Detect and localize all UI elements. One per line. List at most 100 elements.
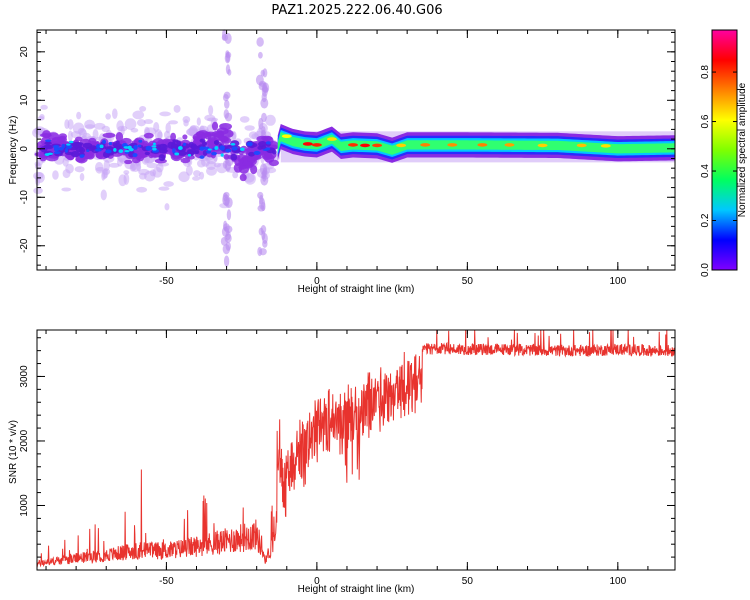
spectrogram-speckle [77,127,86,136]
spectrogram-speckle [62,169,71,179]
spectrogram-streak [223,223,230,232]
spectrogram-streak [226,209,232,221]
spectrogram-core-cyan [207,148,212,151]
snr-ticks: -50 0 50 100 1000 2000 3000 [19,330,675,587]
spectrogram-streak [260,97,269,109]
spectrogram-peak [396,143,407,148]
snr-x-tick-label: 100 [609,576,626,587]
spectrogram-speckle [136,186,148,193]
spectrogram-ridge-green [277,132,675,155]
snr-frame [36,329,676,571]
spectrogram-core [115,132,124,142]
spectrogram-speckle [67,130,73,142]
spectrogram-core-dark [248,151,255,157]
spectrogram-speckle [52,170,59,180]
spectrogram-core-cyan [44,153,50,156]
spectrogram-peak [420,143,431,147]
spectrogram-peak [281,134,292,138]
spectrogram-speckle [164,203,170,211]
spectrogram-core [204,131,212,140]
spectrogram-speckle [138,168,150,176]
spectrogram-speckle [239,116,250,123]
spectrogram-streak [222,192,228,202]
spectrogram-streak [224,159,232,171]
spectrogram-core [238,164,247,170]
spectrogram-core-blue [133,144,138,150]
spectrogram-core-blue [108,141,113,146]
spectrogram-core [218,135,225,141]
colorbar-label: Normalized spectral amplitude [737,82,748,217]
snr-background [37,330,675,570]
spectrogram-streak [262,167,268,178]
spectrogram-speckle [232,171,239,179]
colorbar: 0.0 0.2 0.4 0.6 0.8 Normalized spectral ampl… [700,29,748,277]
spectrogram-speckle [108,162,120,168]
spectrogram-speckle [244,125,255,131]
spectrogram-y-label: Frequency (Hz) [8,116,19,185]
snr-y-tick-label: 3000 [19,365,30,388]
spectrogram-streak [258,117,264,130]
spectrogram-speckle [193,170,201,177]
spectrogram-speckle [158,186,170,191]
spectrogram-speckle [124,118,137,130]
spectrogram-streak [222,244,231,255]
spectrogram-core [256,135,269,143]
spectrogram-streak [225,197,233,209]
spectrogram-streak [258,51,263,59]
spectrogram-speckle [94,161,104,174]
spectrogram-speckle [84,124,95,129]
snr-x-tick-label: 50 [462,576,474,587]
spectrogram-peak [302,142,313,146]
spectrogram-core-cyan [128,147,134,152]
spectrogram-core-dark [44,145,54,150]
spectrogram-core-blue [132,153,138,158]
spectrogram-speckle [265,114,276,126]
snr-series-line [36,329,676,568]
spectrogram-core [221,129,234,138]
spectrogram-core-dark [162,144,167,148]
spectrogram-speckle [116,120,124,132]
spectrogram-speckle [74,166,85,173]
spectrogram-core-blue [219,145,225,151]
spectrogram-core-blue [95,144,101,149]
spectrogram-core [157,139,169,146]
spectrogram-speckle [157,131,163,140]
spectrogram-peak [372,143,383,148]
spectrogram-core-dark [44,141,52,145]
spectrogram-core-blue [199,155,205,159]
spectrogram-core [268,159,280,167]
spectrogram-peak [504,143,515,147]
spectrogram-core-blue [265,141,271,145]
snr-x-tick-label: -50 [159,576,174,587]
spectrogram-speckle [164,130,171,140]
spectrogram-core-blue [53,151,61,155]
spectrogram-core-dark [199,138,206,143]
spectrogram-core-blue [94,148,102,152]
spectrogram-core-blue [206,149,212,154]
spectrogram-core [182,134,188,140]
spectrogram-peak [347,143,358,147]
spectrogram-peak [360,143,371,148]
spectrogram-speckle [146,162,158,169]
spectrogram-core-blue [211,151,217,156]
spectrogram-speckle [152,167,163,178]
spectrogram-core-cyan [68,140,74,144]
spectrogram-y-tick-label: -20 [19,238,30,253]
spectrogram-core-blue [105,149,112,154]
spectrogram-speckle [205,161,217,170]
spectrogram-peak [326,137,337,141]
spectrogram-speckle [143,119,154,125]
spectrogram-core [170,132,177,141]
spectrogram-core-dark [70,151,80,158]
spectrogram-core-cyan [187,153,192,157]
spectrogram-core-blue [64,147,69,153]
spectrogram-peak [537,143,548,148]
spectrogram-core-cyan [214,145,219,150]
spectrogram-core-cyan [230,142,236,146]
spectrogram-x-tick-label: -50 [159,276,174,287]
snr-x-tick-label: 0 [314,576,320,587]
spectrogram-core-cyan [66,143,71,146]
spectrogram-core-cyan [152,142,156,146]
spectrogram-speckle [192,176,201,181]
spectrogram-marks [32,29,675,267]
